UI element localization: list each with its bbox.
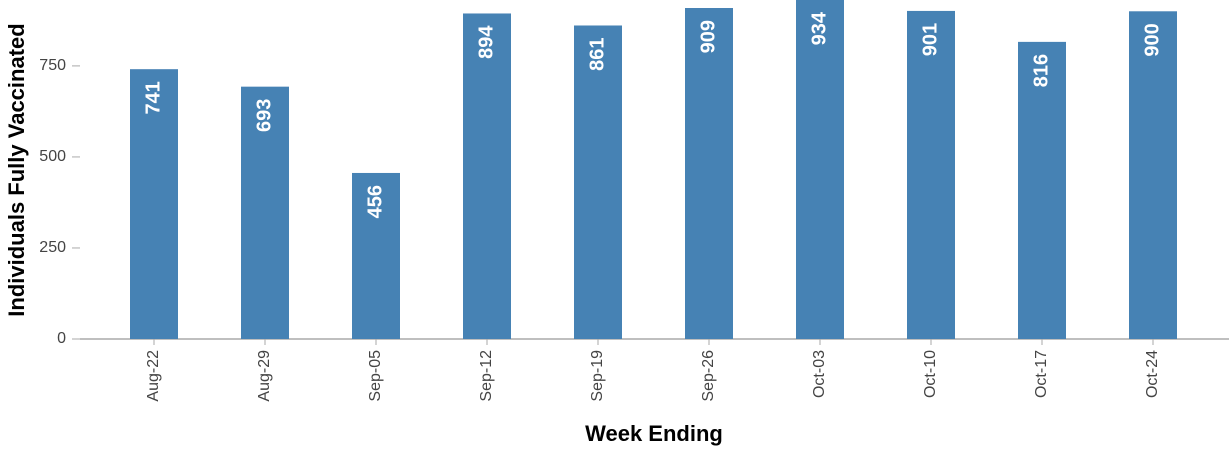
bar [574, 25, 622, 340]
bar [352, 172, 400, 339]
x-tick-label: Sep-19 [589, 350, 606, 402]
y-tick-label: 250 [39, 239, 66, 256]
bar [1129, 11, 1177, 339]
x-tick-label: Aug-29 [256, 350, 273, 402]
data-label: 909 [697, 20, 719, 53]
x-tick-label: Oct-10 [922, 350, 939, 398]
x-tick-label: Sep-05 [367, 350, 384, 402]
bar [1018, 41, 1066, 339]
bar [685, 8, 733, 339]
x-tick-label: Sep-26 [700, 350, 717, 402]
bar [130, 69, 178, 340]
x-tick-label: Aug-22 [145, 350, 162, 402]
x-tick-label: Oct-24 [1144, 350, 1161, 398]
data-label: 816 [1030, 54, 1052, 87]
bar [796, 0, 844, 339]
x-tick-label: Sep-12 [478, 350, 495, 402]
data-label: 901 [919, 23, 941, 56]
y-tick-label: 500 [39, 148, 66, 165]
y-tick-label: 0 [57, 330, 66, 347]
y-axis-title: Individuals Fully Vaccinated [4, 23, 29, 316]
data-label: 741 [142, 81, 164, 114]
x-axis-title: Week Ending [585, 421, 723, 446]
data-label: 900 [1141, 23, 1163, 56]
data-label: 934 [808, 11, 830, 45]
x-tick-label: Oct-03 [811, 350, 828, 398]
data-label: 861 [586, 37, 608, 70]
data-label: 894 [475, 25, 497, 59]
bar [241, 86, 289, 339]
y-tick-label: 750 [39, 57, 66, 74]
bar [463, 13, 511, 340]
data-label: 693 [253, 99, 275, 132]
bar [907, 10, 955, 340]
data-label: 456 [364, 185, 386, 218]
x-tick-label: Oct-17 [1033, 350, 1050, 398]
